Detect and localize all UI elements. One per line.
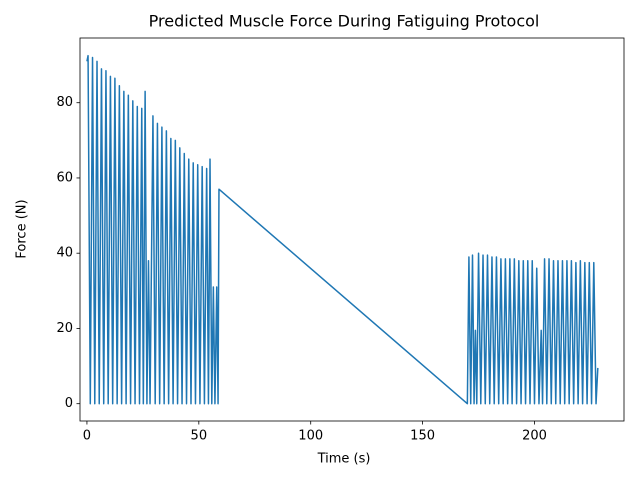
y-tick-label: 0 [65, 396, 73, 411]
x-tick-label: 50 [191, 429, 208, 444]
x-tick-label: 100 [298, 429, 323, 444]
x-axis-label: Time (s) [317, 452, 371, 467]
y-tick-label: 80 [56, 95, 73, 110]
y-tick-label: 40 [56, 246, 73, 261]
x-tick-label: 0 [83, 429, 91, 444]
x-tick-label: 200 [522, 429, 547, 444]
y-tick-label: 20 [56, 321, 73, 336]
y-axis-label: Force (N) [15, 199, 30, 258]
chart-title: Predicted Muscle Force During Fatiguing … [149, 12, 540, 31]
data-line [86, 54, 599, 405]
x-tick-label: 150 [410, 429, 435, 444]
plot-frame [79, 37, 625, 422]
y-tick-label: 60 [56, 170, 73, 185]
